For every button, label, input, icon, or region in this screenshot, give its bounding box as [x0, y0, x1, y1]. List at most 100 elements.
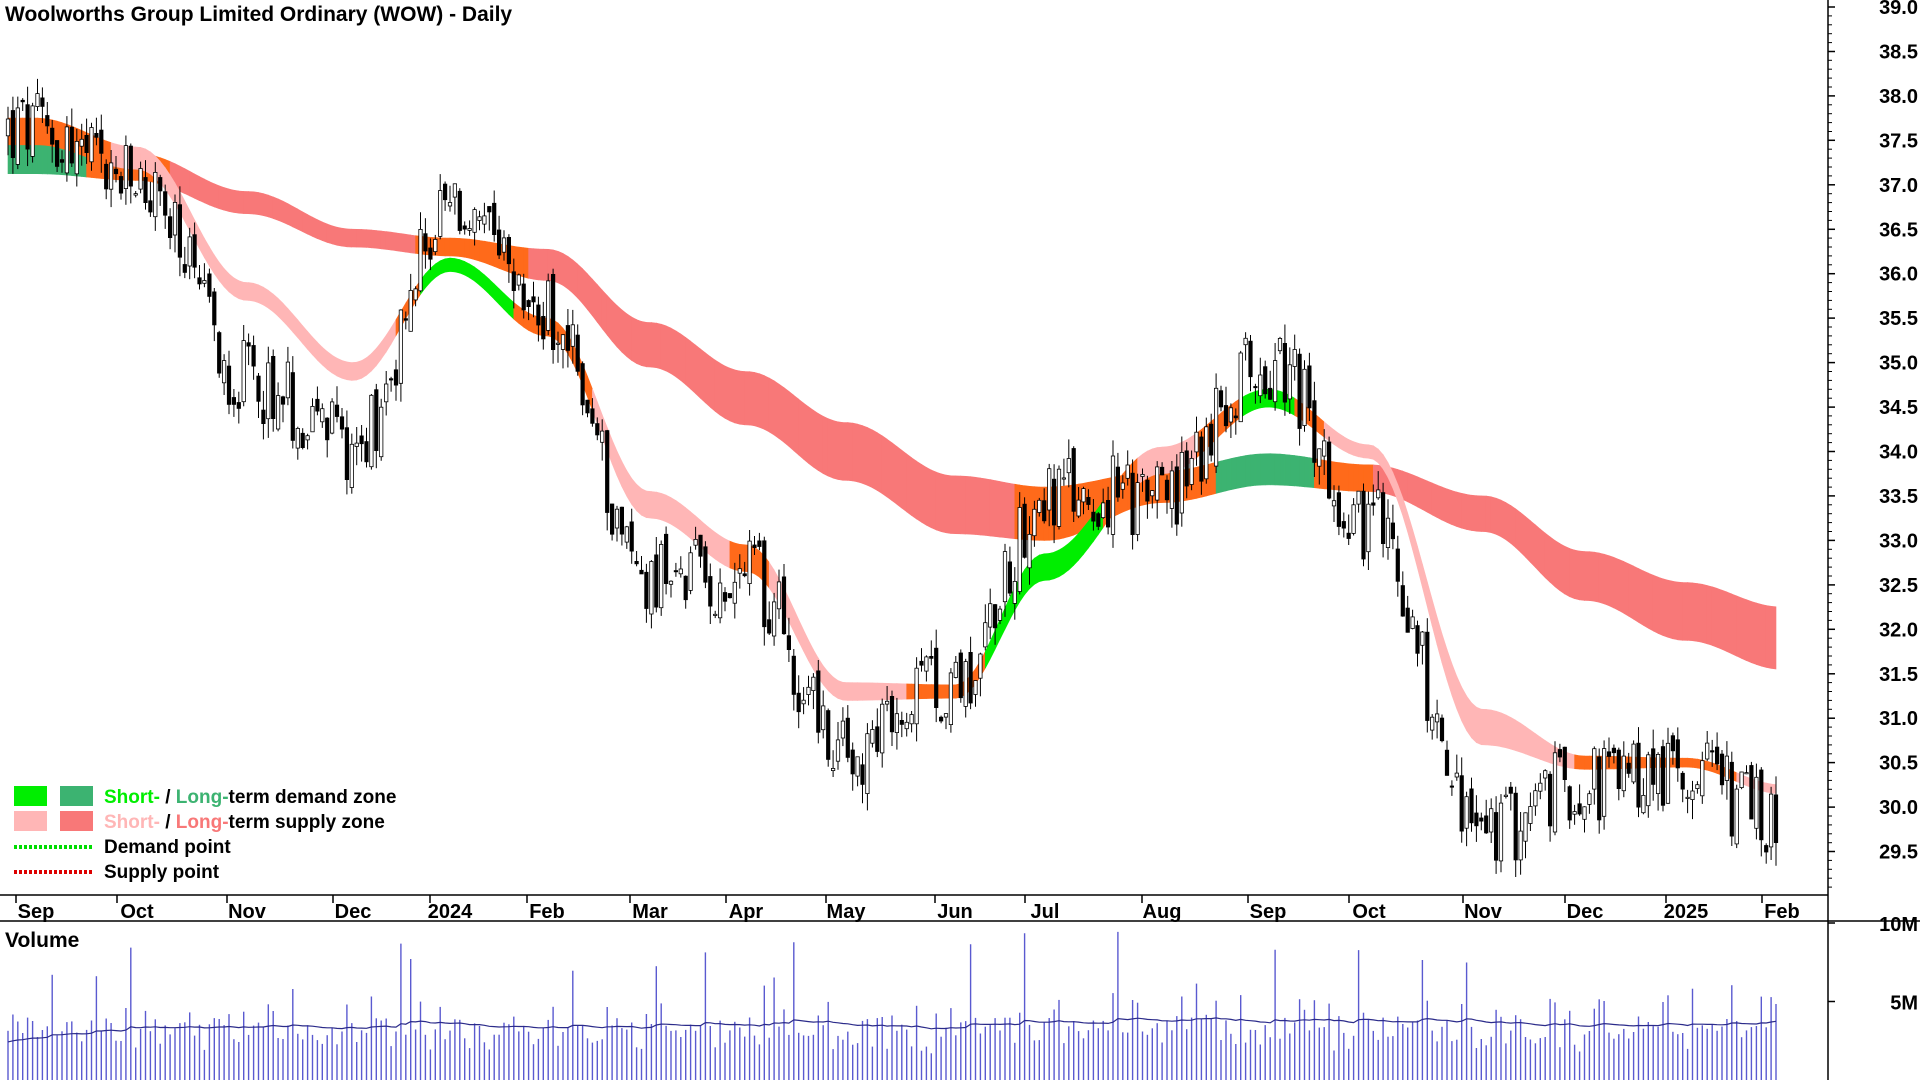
- long-term-zone-band: [803, 402, 809, 464]
- long-term-zone-band: [267, 194, 274, 219]
- short-term-zone-band: [135, 146, 141, 170]
- short-term-zone-band: [1471, 702, 1477, 744]
- short-term-zone-band: [302, 324, 308, 351]
- long-term-zone-band: [1471, 494, 1477, 532]
- candle-body: [600, 430, 605, 443]
- long-term-zone-band: [876, 432, 883, 495]
- long-term-zone-band: [1235, 456, 1241, 489]
- long-term-zone-band: [1770, 605, 1777, 670]
- long-term-zone-band: [405, 233, 412, 254]
- candle-body: [668, 580, 674, 585]
- candle-body: [1179, 451, 1184, 514]
- long-term-zone-band: [822, 415, 829, 477]
- candle-body: [1317, 448, 1322, 467]
- long-term-zone-band: [1721, 589, 1728, 652]
- long-term-zone-band: [375, 230, 382, 250]
- long-term-zone-band: [302, 211, 308, 235]
- long-term-zone-band: [538, 248, 544, 281]
- candle-body: [934, 647, 939, 709]
- candle-body: [1759, 769, 1764, 841]
- short-term-zone-band: [1147, 448, 1153, 479]
- candle-body: [605, 430, 610, 513]
- long-term-zone-band: [46, 142, 53, 175]
- candle-body: [5, 118, 11, 137]
- long-term-zone-band: [1446, 488, 1453, 526]
- candle-body: [1439, 717, 1445, 742]
- long-term-zone-band: [945, 474, 952, 534]
- date-tick-label: Oct: [120, 901, 154, 923]
- candle-body: [1361, 490, 1366, 560]
- candle-body: [285, 361, 291, 399]
- long-term-zone-band: [896, 445, 903, 509]
- candle-body: [1729, 761, 1734, 837]
- candle-body: [217, 332, 222, 374]
- short-term-zone-band: [1250, 390, 1256, 412]
- candle-body: [1228, 407, 1233, 423]
- short-term-zone-band: [729, 540, 736, 571]
- short-term-zone-band: [1515, 719, 1521, 753]
- short-term-zone-band: [1530, 729, 1536, 759]
- short-term-zone-band: [277, 297, 284, 322]
- long-term-zone-band: [361, 229, 367, 248]
- short-term-zone-band: [1407, 513, 1413, 550]
- candle-body: [1052, 478, 1057, 526]
- candle-body: [64, 126, 69, 174]
- short-term-zone-band: [1505, 714, 1512, 750]
- long-term-zone-band: [798, 398, 804, 460]
- long-term-zone-band: [1436, 484, 1443, 521]
- long-term-zone-band: [1510, 504, 1516, 549]
- candle-body: [25, 104, 30, 150]
- candlesticks: [5, 78, 1779, 877]
- short-term-zone-band: [248, 282, 254, 302]
- candle-body: [359, 435, 364, 445]
- short-term-zone-band: [272, 293, 279, 317]
- short-term-zone-band: [896, 683, 903, 700]
- short-term-zone-band: [685, 507, 691, 540]
- candle-body: [138, 168, 143, 190]
- candle-body: [1101, 502, 1106, 518]
- long-term-zone-band: [557, 250, 564, 286]
- long-term-zone-band: [1535, 524, 1541, 574]
- short-term-zone-band: [258, 284, 264, 306]
- candle-body: [113, 168, 119, 175]
- candle-body: [496, 229, 502, 256]
- candle-body: [1577, 803, 1582, 815]
- candle-body: [1675, 739, 1680, 769]
- candle-body: [1489, 808, 1494, 833]
- long-term-zone-band: [709, 356, 716, 413]
- long-term-zone-band: [371, 229, 377, 249]
- candle-body: [1567, 786, 1572, 821]
- candle-body: [1366, 503, 1371, 553]
- candle-body: [1282, 342, 1287, 403]
- long-term-zone-band: [562, 252, 569, 290]
- candle-body: [870, 729, 875, 744]
- price-tick-label: 35.5: [1879, 308, 1918, 330]
- long-term-zone-band: [1363, 464, 1369, 492]
- short-term-zone-band: [616, 450, 623, 487]
- candle-body: [1656, 754, 1661, 795]
- long-term-zone-band: [243, 191, 249, 215]
- candle-body: [256, 375, 261, 402]
- candle-body: [74, 140, 79, 175]
- candle-body: [177, 204, 182, 258]
- candle-body: [511, 271, 516, 291]
- candle-body: [1557, 749, 1562, 758]
- long-term-zone-band: [179, 165, 186, 195]
- candle-body: [457, 190, 462, 231]
- candle-body: [182, 264, 187, 273]
- short-term-zone-band: [1525, 726, 1531, 757]
- date-tick-label: 2025: [1664, 901, 1709, 923]
- long-term-zone-band: [218, 185, 225, 211]
- candle-body: [334, 404, 340, 417]
- candle-body: [1140, 473, 1145, 477]
- short-term-zone-band: [651, 491, 657, 520]
- candle-body: [1042, 500, 1047, 522]
- candle-body: [718, 582, 723, 619]
- candle-body: [1602, 748, 1607, 817]
- long-term-zone-band: [935, 471, 942, 533]
- candle-body: [241, 340, 246, 403]
- candle-body: [1297, 353, 1302, 429]
- candle-body: [1685, 796, 1690, 799]
- candle-body: [1611, 747, 1616, 754]
- candle-body: [629, 521, 634, 552]
